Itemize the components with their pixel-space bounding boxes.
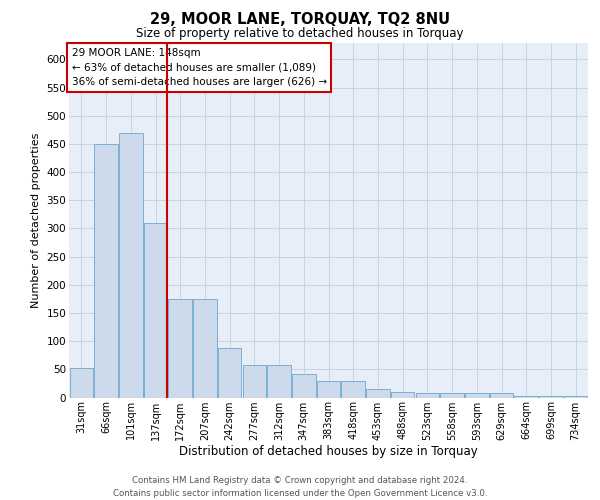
Text: Size of property relative to detached houses in Torquay: Size of property relative to detached ho… [136, 28, 464, 40]
Bar [341, 380, 365, 398]
Bar [564, 396, 587, 398]
Bar [440, 393, 464, 398]
Bar [242, 365, 266, 398]
Bar [70, 368, 93, 398]
Bar [539, 396, 563, 398]
Bar [94, 144, 118, 398]
Bar [169, 299, 192, 398]
Bar [317, 380, 340, 398]
Bar [292, 374, 316, 398]
Bar [366, 389, 389, 398]
Bar [391, 392, 415, 398]
Bar [144, 223, 167, 398]
Bar [119, 132, 143, 398]
X-axis label: Distribution of detached houses by size in Torquay: Distribution of detached houses by size … [179, 446, 478, 458]
Bar [514, 396, 538, 398]
Text: 29 MOOR LANE: 148sqm
← 63% of detached houses are smaller (1,089)
36% of semi-de: 29 MOOR LANE: 148sqm ← 63% of detached h… [71, 48, 327, 88]
Bar [490, 393, 513, 398]
Text: Contains HM Land Registry data © Crown copyright and database right 2024.
Contai: Contains HM Land Registry data © Crown c… [113, 476, 487, 498]
Bar [193, 299, 217, 398]
Text: 29, MOOR LANE, TORQUAY, TQ2 8NU: 29, MOOR LANE, TORQUAY, TQ2 8NU [150, 12, 450, 28]
Y-axis label: Number of detached properties: Number of detached properties [31, 132, 41, 308]
Bar [268, 365, 291, 398]
Bar [218, 348, 241, 398]
Bar [416, 393, 439, 398]
Bar [465, 393, 488, 398]
